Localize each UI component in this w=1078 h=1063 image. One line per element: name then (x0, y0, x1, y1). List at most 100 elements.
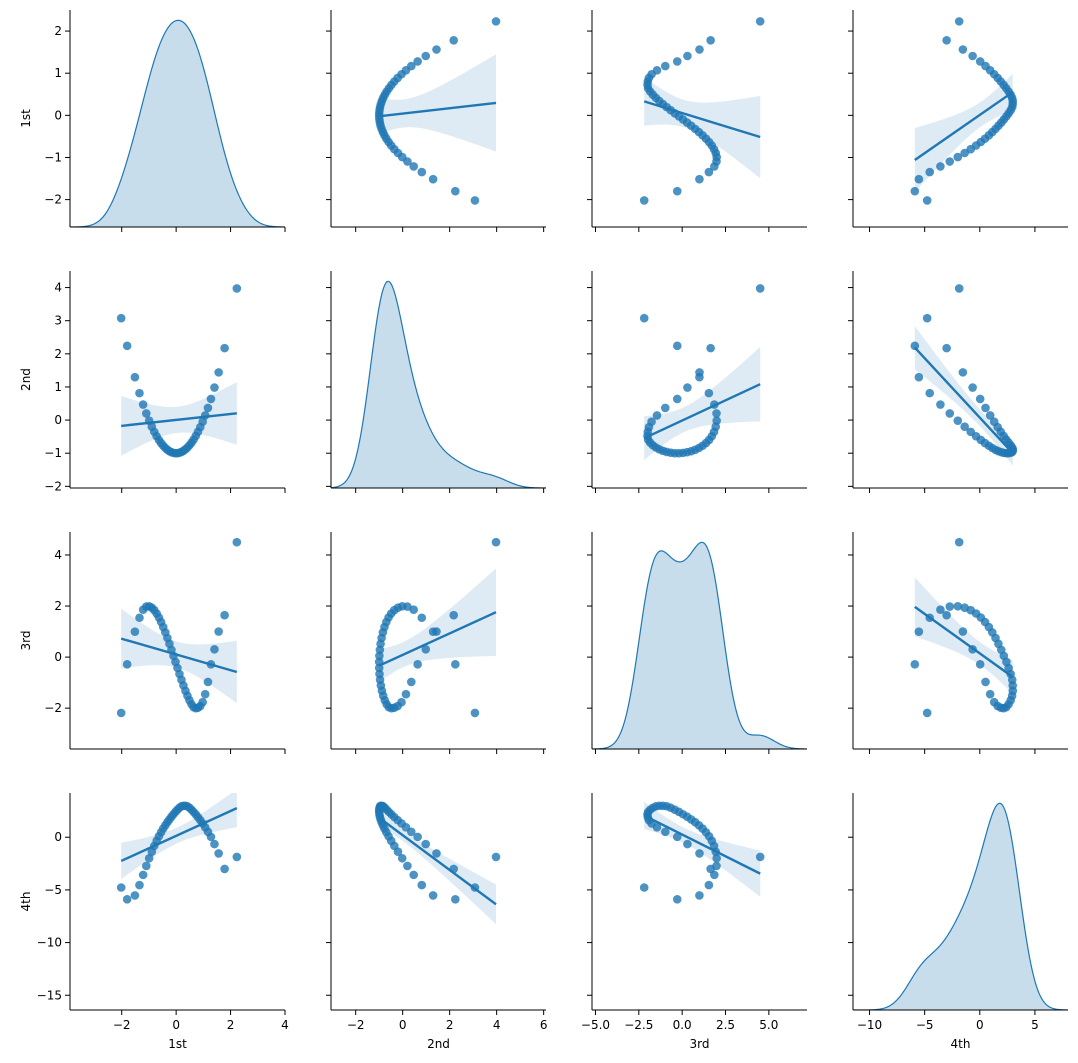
scatter-point (712, 409, 721, 418)
scatter-point (755, 284, 765, 293)
scatter-point (135, 388, 144, 398)
scatter-point (975, 660, 985, 669)
scatter-point (945, 157, 955, 166)
scatter-point (220, 864, 229, 874)
scatter-point (914, 174, 924, 184)
scatter-point (421, 51, 431, 61)
y-tick-label: 4 (54, 281, 62, 295)
y-tick-label: 0 (54, 108, 62, 122)
scatter-point (660, 403, 670, 413)
scatter-point (910, 341, 920, 351)
scatter-point (413, 57, 422, 66)
scatter-point (942, 343, 951, 353)
scatter-point (639, 883, 649, 892)
x-tick-label: −2.5 (624, 1018, 653, 1032)
scatter-point (232, 852, 242, 862)
scatter-point (232, 284, 242, 293)
x-tick-label: −5 (916, 1018, 934, 1032)
y-tick-label: 0 (54, 413, 62, 427)
scatter-point (122, 895, 132, 904)
x-tick-label: 2 (227, 1018, 235, 1032)
scatter-point (953, 152, 963, 162)
kde-fill-4th (853, 803, 1068, 1010)
scatter-point (206, 832, 216, 842)
scatter-point (695, 368, 704, 377)
regression-line (378, 611, 497, 667)
scatter-point (936, 162, 945, 171)
scatter-point (975, 57, 985, 66)
scatter-point (491, 17, 501, 26)
plot-area (116, 284, 242, 458)
scatter-point (968, 383, 977, 392)
scatter-point (451, 895, 460, 904)
x-tick-label: 5 (1031, 1018, 1039, 1032)
x-tick-label: 0.0 (673, 1018, 692, 1032)
y-tick-label: 4 (54, 548, 62, 562)
scatter-point (413, 832, 422, 842)
scatter-point (704, 388, 714, 398)
confidence-band (644, 801, 761, 897)
y-tick-label: −2 (44, 193, 62, 207)
x-tick-label: 0 (399, 1018, 407, 1032)
panel-1st-vs-4th (848, 10, 1068, 232)
regression-line (120, 807, 238, 863)
scatter-point (417, 613, 427, 623)
scatter-point (925, 167, 935, 177)
scatter-point (755, 17, 765, 26)
scatter-point (203, 677, 213, 687)
plot-area (70, 19, 285, 227)
scatter-point (914, 627, 924, 636)
scatter-point (432, 849, 441, 858)
scatter-point (397, 697, 406, 707)
scatter-point (409, 870, 418, 880)
confidence-band (644, 77, 761, 179)
kde-line-4th (853, 802, 1068, 1010)
scatter-point (413, 660, 422, 669)
scatter-point (672, 57, 682, 66)
scatter-point (116, 313, 126, 323)
kde-line-2nd (331, 280, 546, 488)
scatter-point (660, 61, 670, 71)
scatter-point (135, 613, 144, 623)
y-axis-label: 2nd (19, 368, 33, 391)
regression-line (914, 91, 1014, 162)
panel-1st-vs-1st: −2 −1 0 1 2 1st (19, 10, 286, 232)
scatter-point (214, 368, 223, 377)
regression-line (914, 605, 1014, 678)
scatter-point (206, 394, 216, 404)
scatter-point (198, 697, 207, 707)
plot-area (374, 537, 501, 718)
scatter-point (397, 853, 407, 863)
scatter-point (989, 417, 999, 427)
scatter-point (953, 416, 963, 425)
scatter-point (706, 864, 715, 874)
panel-2nd-vs-4th (848, 271, 1068, 493)
panel-3rd-vs-1st: −2 0 2 4 3rd (19, 532, 286, 754)
x-tick-label: 6 (540, 1018, 548, 1032)
x-tick-label: −5.0 (581, 1018, 610, 1032)
scatter-point (220, 610, 229, 620)
scatter-point (138, 870, 148, 880)
scatter-point (200, 689, 210, 699)
plot-area (116, 537, 242, 718)
scatter-point (683, 839, 692, 849)
scatter-point (432, 45, 441, 54)
scatter-point (647, 417, 656, 427)
y-tick-label: −1 (44, 150, 62, 164)
regression-line (643, 814, 761, 875)
scatter-point (936, 400, 945, 409)
scatter-point (451, 186, 460, 196)
scatter-point (706, 36, 715, 45)
y-axis-label: 1st (19, 109, 33, 128)
scatter-point (210, 383, 219, 392)
confidence-band (914, 326, 1013, 466)
x-axis-label: 2nd (427, 1037, 450, 1051)
panel-3rd-vs-4th (848, 532, 1068, 754)
scatter-point (672, 832, 682, 842)
scatter-point (672, 341, 682, 351)
panel-4th-vs-3rd: −5.0 −2.5 0.0 2.5 5.0 3rd (581, 793, 807, 1051)
x-tick-label: 0 (976, 1018, 984, 1032)
kde-line-3rd (592, 541, 807, 749)
scatter-point (428, 174, 438, 184)
